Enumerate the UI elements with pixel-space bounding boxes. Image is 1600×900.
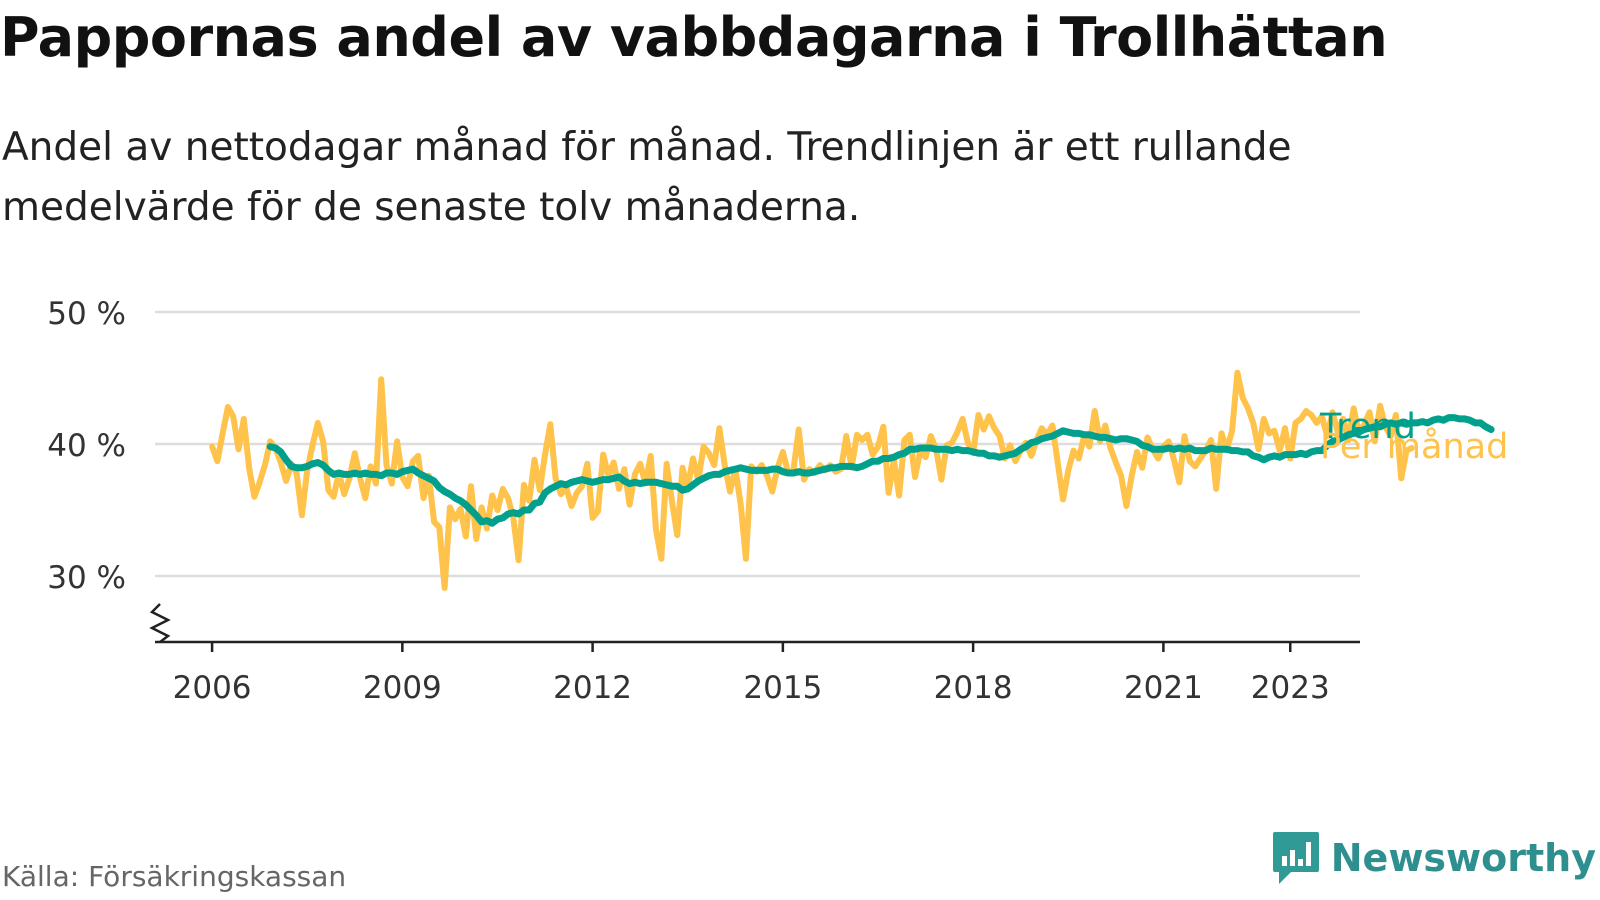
source-note: Källa: Försäkringskassan — [2, 860, 347, 893]
series-label-trend: Trend — [1319, 407, 1416, 447]
grid-layer — [155, 310, 1360, 578]
y-tick-label: 40 % — [47, 428, 126, 464]
x-axis-ticks: 2006 2009 2012 2015 2018 2021 2023 — [173, 642, 1330, 706]
x-axis — [149, 603, 1360, 644]
x-tick-label: 2009 — [363, 670, 442, 706]
y-tick-label: 50 % — [47, 296, 126, 332]
x-tick-label: 2023 — [1251, 670, 1330, 706]
series-line-trend — [266, 414, 1495, 527]
x-tick-label: 2021 — [1124, 670, 1203, 706]
x-tick-label: 2018 — [934, 670, 1013, 706]
y-tick-label: 30 % — [47, 560, 126, 596]
brand-name: Newsworthy — [1330, 836, 1596, 880]
brand[interactable]: Newsworthy — [1271, 830, 1596, 886]
x-tick-label: 2015 — [743, 670, 822, 706]
chart-title: Pappornas andel av vabbdagarna i Trollhä… — [0, 6, 1388, 69]
series-label-monthly: Per månad — [1320, 426, 1508, 467]
axis-break-icon — [149, 603, 171, 643]
x-tick-label: 2006 — [173, 670, 252, 706]
series-line-monthly — [209, 369, 1415, 591]
line-chart: 30 % 40 % 50 % 2006 2009 2012 2015 2018 2021 202… — [47, 296, 1508, 706]
chart-subtitle: Andel av nettodagar månad för månad. Tre… — [2, 125, 1292, 230]
series-layer — [209, 369, 1495, 591]
y-axis-ticks: 30 % 40 % 50 % — [47, 296, 126, 596]
x-tick-label: 2012 — [553, 670, 632, 706]
newsworthy-chart-icon — [1272, 832, 1319, 884]
